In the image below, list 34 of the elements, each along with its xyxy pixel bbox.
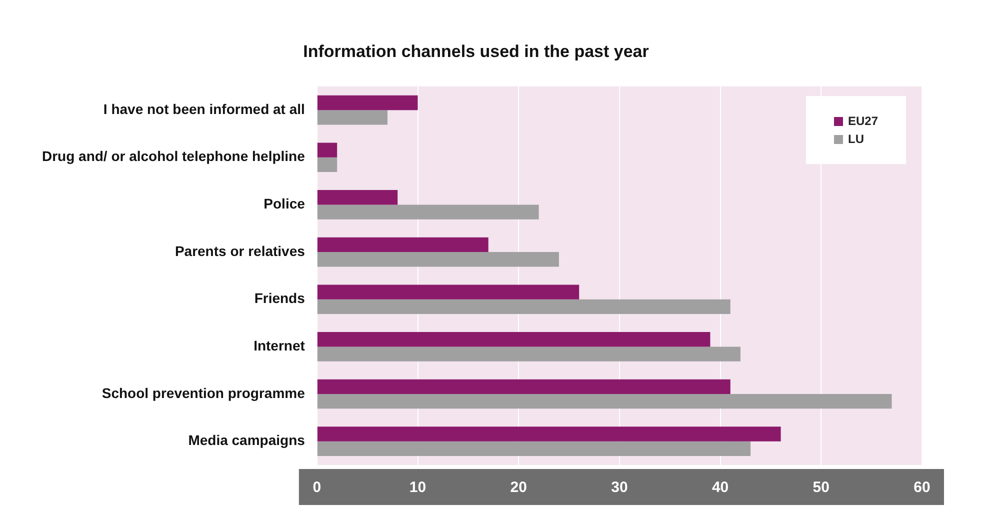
bar (317, 441, 751, 456)
bar (317, 190, 398, 205)
x-tick-label: 40 (712, 479, 729, 496)
legend-label: LU (848, 132, 864, 146)
bar (317, 95, 418, 110)
bar (317, 379, 730, 394)
y-tick-label: Police (264, 196, 306, 212)
y-tick-label: I have not been informed at all (103, 100, 305, 117)
x-tick-label: 50 (812, 479, 830, 496)
y-tick-label: School prevention programme (102, 384, 306, 401)
bar (317, 252, 559, 267)
x-tick-label: 0 (312, 479, 322, 496)
x-tick-label: 30 (611, 479, 628, 496)
bar (317, 110, 388, 125)
bar (317, 299, 730, 314)
legend-label: EU27 (848, 114, 878, 128)
bar (317, 284, 580, 300)
y-tick-label: Friends (254, 290, 306, 306)
y-tick-label: Drug and/ or alcohol telephone helpline (42, 148, 306, 164)
bar (317, 237, 488, 252)
x-tick-label: 60 (914, 479, 930, 496)
x-tick-label: 20 (510, 479, 527, 496)
bar (317, 394, 892, 409)
y-tick-label: Internet (254, 338, 306, 354)
y-tick-label: Media campaigns (188, 432, 306, 448)
bar (317, 204, 539, 220)
y-tick-label: Parents or relatives (174, 242, 306, 259)
bar (317, 346, 740, 362)
x-tick-label: 10 (409, 479, 426, 496)
bar (317, 157, 338, 172)
bar (317, 332, 710, 347)
chart-title: Information channels used in the past year (303, 42, 650, 61)
bar (317, 426, 781, 442)
bar (317, 142, 338, 158)
